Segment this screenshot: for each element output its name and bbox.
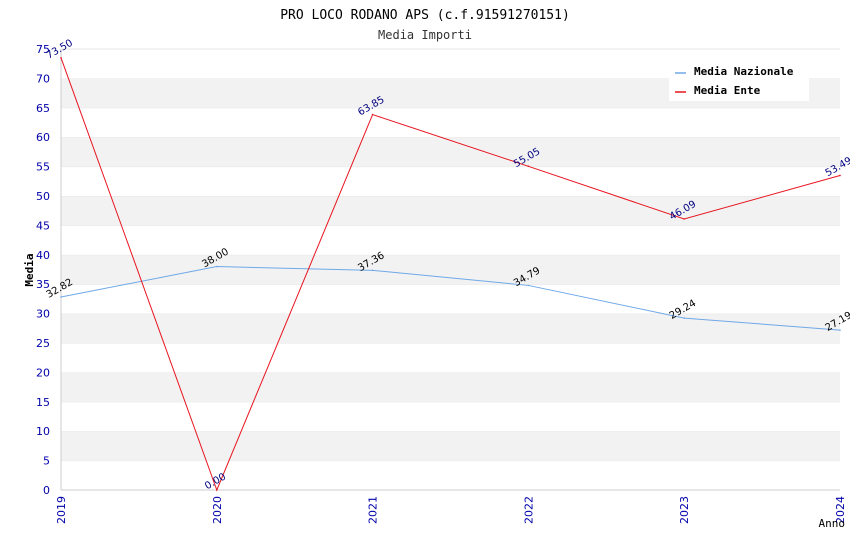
x-axis-label: Anno [819, 517, 846, 530]
series-line-nazionale [60, 266, 841, 331]
data-point [371, 269, 374, 272]
grid-bands [61, 48, 840, 490]
x-tick-label: 2021 [367, 496, 380, 524]
data-point [839, 329, 841, 331]
grid-band [61, 254, 840, 285]
grid-band [61, 137, 840, 167]
y-tick-label: 35 [36, 278, 50, 291]
grid-band [61, 284, 840, 314]
x-tick-label: 2020 [211, 496, 224, 524]
grid-band [61, 343, 840, 373]
grid-band [61, 460, 840, 490]
y-tick-label: 55 [36, 161, 50, 174]
grid-band [61, 372, 840, 402]
legend-label-ente: Media Ente [694, 84, 761, 97]
y-axis-label: Media [23, 253, 36, 286]
data-point [216, 489, 218, 491]
y-tick-label: 10 [36, 425, 50, 438]
chart-subtitle: Media Importi [378, 28, 472, 42]
grid-band [61, 313, 840, 343]
data-point [60, 296, 62, 298]
data-point [527, 165, 530, 168]
x-tick-label: 2023 [678, 496, 691, 524]
grid-band [61, 431, 840, 461]
y-axis-ticks: 0 5 10 15 20 25 30 35 40 45 50 55 60 65 70 75 [36, 43, 50, 497]
grid-band [61, 107, 840, 138]
y-tick-label: 20 [36, 366, 50, 379]
data-point [683, 218, 685, 220]
data-point [371, 113, 374, 116]
series-line-ente [60, 57, 841, 492]
x-tick-label: 2022 [522, 496, 535, 524]
chart-title: PRO LOCO RODANO APS (c.f.91591270151) [280, 8, 570, 23]
data-point [60, 57, 62, 59]
y-tick-label: 45 [36, 219, 50, 232]
legend-box [669, 60, 809, 101]
y-tick-label: 15 [36, 396, 50, 409]
legend-label-nazionale: Media Nazionale [694, 65, 794, 78]
x-axis-ticks: 2019 2020 2021 2022 2023 2024 [55, 496, 847, 524]
legend: Media Nazionale Media Ente [669, 60, 809, 101]
y-tick-label: 25 [36, 337, 50, 350]
y-tick-label: 40 [36, 249, 50, 262]
y-tick-label: 5 [43, 455, 50, 468]
x-tick-label: 2019 [55, 496, 68, 524]
data-point [839, 174, 841, 177]
grid-band [61, 166, 840, 196]
y-tick-label: 30 [36, 308, 50, 321]
y-tick-label: 0 [43, 484, 50, 497]
grid-band [61, 401, 840, 432]
y-tick-label: 50 [36, 190, 50, 203]
grid-band [61, 225, 840, 255]
y-tick-label: 70 [36, 72, 50, 85]
series-layer [60, 57, 841, 492]
x-tick-label: 2024 [834, 496, 847, 524]
data-point [216, 265, 218, 268]
y-tick-label: 60 [36, 131, 50, 144]
data-point [683, 317, 685, 319]
data-point [527, 284, 530, 287]
y-tick-label: 75 [36, 43, 50, 56]
y-tick-label: 65 [36, 102, 50, 115]
grid-band [61, 196, 840, 226]
